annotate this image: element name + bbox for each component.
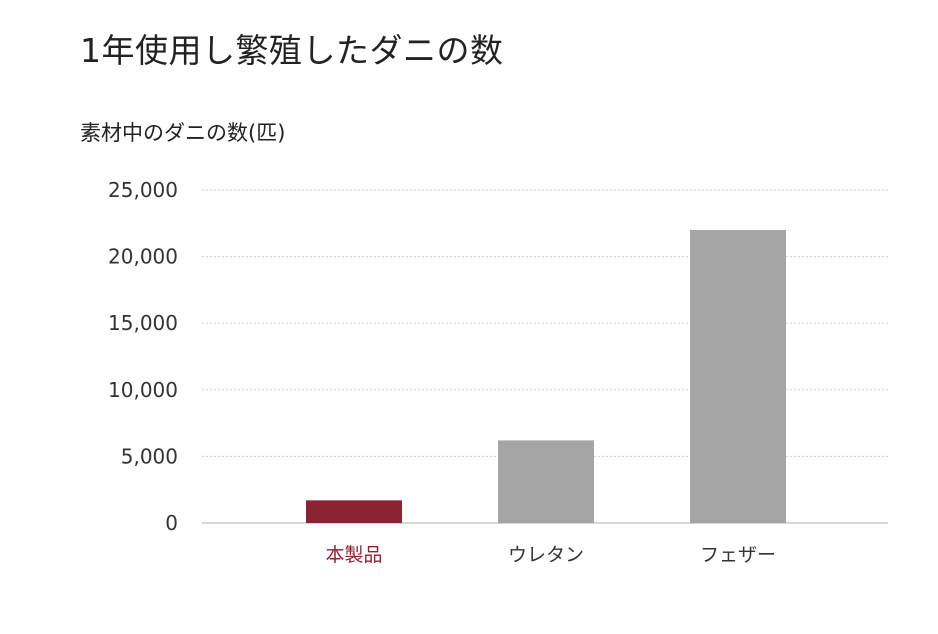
- x-axis-ticks: 本製品 ウレタン フェザー: [325, 544, 776, 566]
- bar-1: [306, 500, 402, 523]
- bars: [306, 229, 786, 523]
- x-tick-label: ウレタン: [508, 544, 584, 566]
- y-tick-label: 5,000: [121, 444, 178, 468]
- y-tick-label: 0: [165, 511, 178, 535]
- bar-2: [498, 440, 594, 523]
- y-tick-label: 25,000: [108, 178, 178, 202]
- x-tick-label: 本製品: [325, 544, 382, 566]
- y-tick-label: 15,000: [108, 311, 178, 335]
- y-axis-title: 素材中のダニの数(匹): [80, 121, 286, 145]
- chart-title: 1年使用し繁殖したダニの数: [80, 31, 504, 70]
- y-tick-label: 10,000: [108, 378, 178, 402]
- bar-3: [690, 229, 786, 523]
- x-tick-label: フェザー: [700, 544, 776, 566]
- y-tick-label: 20,000: [108, 245, 178, 269]
- y-axis-ticks: 0 5,000 10,000 15,000 20,000 25,000: [108, 178, 178, 535]
